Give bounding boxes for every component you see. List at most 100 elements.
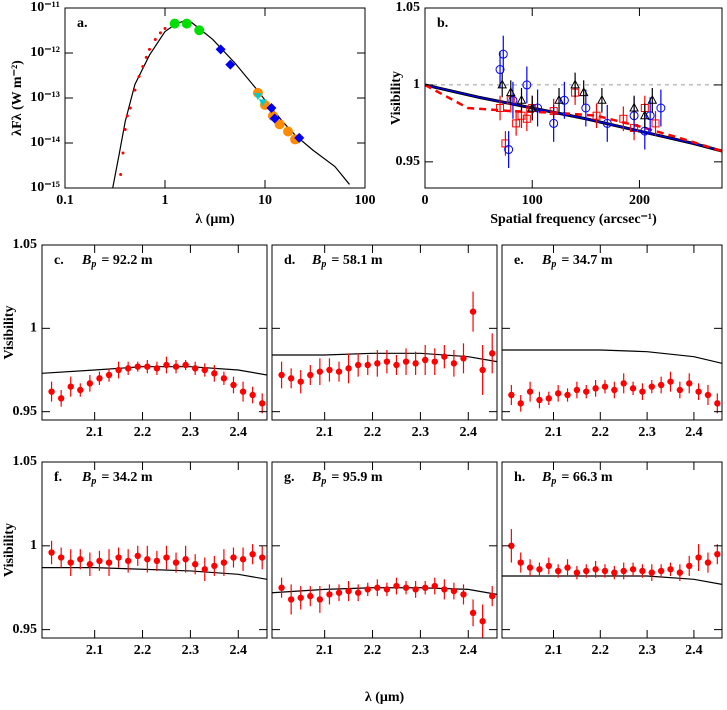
x-axis-label: λ (μm) — [365, 690, 405, 705]
point — [57, 554, 65, 561]
point — [611, 569, 618, 576]
frame — [64, 7, 366, 189]
point — [611, 386, 618, 394]
baseline-annotation: Bp = 58.1 m — [311, 253, 383, 270]
point — [421, 584, 429, 591]
baseline-symbol: B — [81, 253, 91, 268]
point — [67, 383, 74, 390]
x-tick-label: 2.4 — [460, 643, 478, 658]
y-tick-label: 1 — [30, 538, 37, 553]
panel: 2.1 2.2 2.3 2.4 e. Bp = 34.7 m — [501, 244, 723, 440]
panel: 2.1 2.2 2.3 2.4 d. Bp = 58.1 m — [271, 244, 498, 440]
point — [431, 582, 438, 590]
point — [182, 556, 189, 563]
point — [639, 110, 650, 120]
y-axis-label: λFλ (W m⁻²) — [10, 60, 25, 136]
point — [148, 47, 152, 51]
x-tick-label: 10 — [258, 193, 272, 208]
point — [714, 550, 721, 558]
x-tick-label: 2.4 — [230, 643, 248, 658]
point — [536, 566, 543, 573]
frame — [271, 461, 498, 639]
baseline-subscript: p — [320, 476, 326, 487]
point — [573, 386, 581, 394]
point — [123, 127, 127, 131]
x-tick-label: 2.4 — [685, 425, 703, 440]
point — [583, 388, 590, 395]
panel: 2.1 2.2 2.3 2.4 g. Bp = 95.9 m λ (μm) — [271, 461, 498, 705]
point — [479, 366, 486, 374]
point — [393, 582, 400, 590]
point — [620, 567, 627, 575]
y-tick-label: 0.95 — [13, 404, 38, 419]
point — [559, 95, 569, 105]
y-tick-label: 1 — [413, 77, 420, 92]
point — [522, 114, 531, 123]
point — [230, 381, 237, 389]
point — [686, 380, 693, 387]
point — [402, 358, 410, 365]
x-tick-label: 2.1 — [316, 643, 334, 658]
baseline-subscript: p — [550, 476, 556, 487]
point — [134, 552, 141, 560]
point — [96, 557, 103, 565]
point — [141, 65, 145, 69]
point — [253, 93, 262, 101]
point — [489, 350, 496, 357]
x-tick-label: 2.3 — [412, 643, 430, 658]
point — [153, 557, 161, 565]
y-tick-label: 10⁻¹³ — [30, 90, 60, 105]
point — [144, 556, 151, 563]
point — [172, 363, 180, 370]
point — [258, 99, 267, 107]
point — [119, 172, 123, 176]
point — [105, 559, 113, 566]
point — [124, 365, 132, 372]
point — [704, 559, 712, 566]
x-tick-label: 2.3 — [638, 425, 656, 440]
point — [601, 383, 609, 390]
point — [522, 80, 532, 90]
point — [450, 360, 458, 367]
point — [383, 358, 391, 365]
point — [512, 119, 521, 128]
point — [67, 559, 74, 566]
point — [496, 104, 505, 112]
point — [667, 566, 674, 573]
point — [592, 566, 599, 573]
point — [508, 95, 518, 105]
point — [274, 119, 285, 130]
point — [554, 390, 562, 397]
plot-area — [272, 577, 497, 638]
x-tick-label: 2.3 — [412, 425, 430, 440]
y-tick-label: 0.95 — [13, 622, 38, 637]
baseline-subscript: p — [90, 476, 96, 487]
point — [153, 365, 161, 372]
point — [647, 94, 658, 104]
plot-area — [112, 18, 350, 188]
point — [431, 358, 438, 365]
point — [144, 363, 151, 370]
point — [554, 567, 562, 575]
frame — [424, 7, 723, 189]
point — [460, 355, 467, 362]
point — [629, 385, 637, 392]
panel-label: b. — [437, 16, 448, 31]
point — [48, 549, 55, 556]
x-tick-label: 2.1 — [86, 425, 104, 440]
baseline-symbol: B — [81, 470, 91, 485]
point — [163, 554, 170, 561]
frame — [271, 244, 498, 421]
point — [125, 114, 129, 118]
point — [57, 395, 65, 402]
baseline-annotation: Bp = 92.2 m — [81, 253, 153, 270]
point — [225, 59, 236, 70]
point — [215, 44, 226, 55]
y-axis-label: Visibility — [389, 71, 404, 125]
baseline-subscript: p — [90, 259, 96, 270]
x-tick-label: 2.2 — [364, 643, 382, 658]
point — [460, 591, 467, 598]
baseline-text: = 92.2 m — [101, 253, 152, 268]
point — [695, 388, 702, 395]
